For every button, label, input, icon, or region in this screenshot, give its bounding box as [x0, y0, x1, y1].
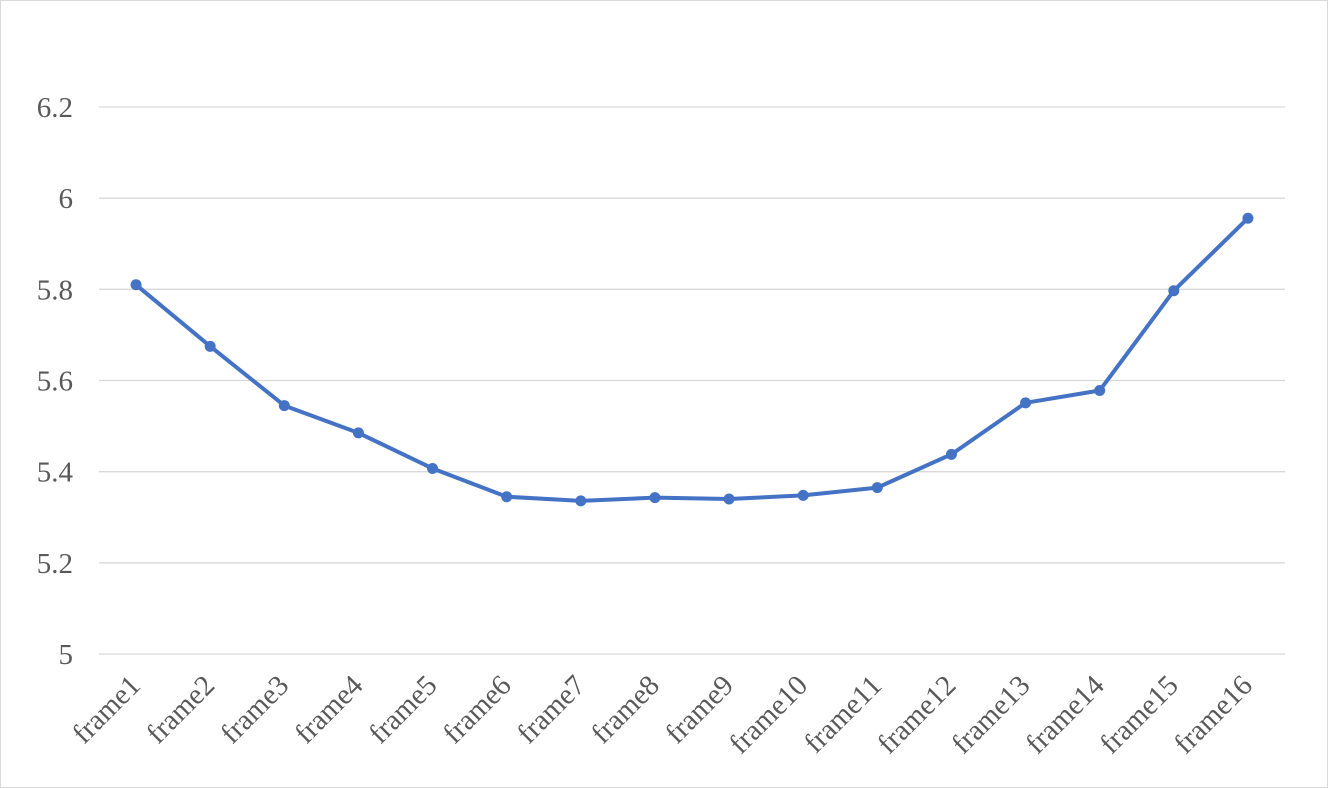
y-tick-label: 6 — [59, 183, 74, 215]
data-point-frame6 — [501, 491, 513, 503]
x-tick-label: frame14 — [1020, 669, 1111, 760]
x-axis-tick-labels: frame1frame2frame3frame4frame5frame6fram… — [66, 669, 1259, 760]
x-tick-label: frame2 — [140, 669, 221, 750]
x-tick-label: frame3 — [215, 669, 296, 750]
data-point-frame4 — [352, 427, 364, 439]
x-tick-label: frame6 — [437, 669, 518, 750]
data-point-frame15 — [1168, 285, 1180, 297]
y-tick-label: 5.2 — [37, 548, 73, 580]
gridlines — [99, 106, 1285, 655]
data-point-frame8 — [649, 492, 661, 504]
data-point-frame16 — [1242, 212, 1254, 224]
data-point-frame13 — [1020, 397, 1032, 409]
data-point-frame3 — [278, 400, 290, 412]
x-tick-label: frame10 — [723, 669, 814, 760]
x-tick-label: frame7 — [511, 669, 592, 750]
x-tick-label: frame12 — [871, 669, 962, 760]
y-tick-label: 5.6 — [37, 366, 73, 398]
y-tick-label: 5.8 — [37, 274, 73, 306]
x-tick-label: frame4 — [289, 669, 370, 750]
x-tick-label: frame11 — [798, 669, 888, 759]
data-point-frame9 — [723, 493, 735, 505]
data-point-frame7 — [575, 495, 587, 507]
x-tick-label: frame15 — [1094, 669, 1185, 760]
data-point-frame14 — [1094, 385, 1106, 397]
x-tick-label: frame1 — [66, 669, 147, 750]
data-point-frame5 — [427, 462, 439, 474]
y-tick-label: 5 — [59, 639, 74, 671]
data-point-frame12 — [945, 448, 957, 460]
y-axis-tick-labels: 5 5.2 5.4 5.6 5.8 6 6.2 — [37, 92, 74, 671]
data-point-frame2 — [204, 340, 216, 352]
series-line — [134, 216, 1250, 503]
data-point-frame11 — [871, 482, 883, 494]
x-tick-label: frame16 — [1168, 669, 1259, 760]
x-tick-label: frame5 — [363, 669, 444, 750]
series-layer — [130, 212, 1254, 507]
data-point-frame10 — [797, 489, 809, 501]
x-tick-label: frame8 — [585, 669, 666, 750]
y-tick-label: 6.2 — [37, 92, 73, 124]
x-tick-label: frame13 — [946, 669, 1037, 760]
y-tick-label: 5.4 — [37, 457, 74, 489]
data-point-frame1 — [130, 279, 142, 291]
